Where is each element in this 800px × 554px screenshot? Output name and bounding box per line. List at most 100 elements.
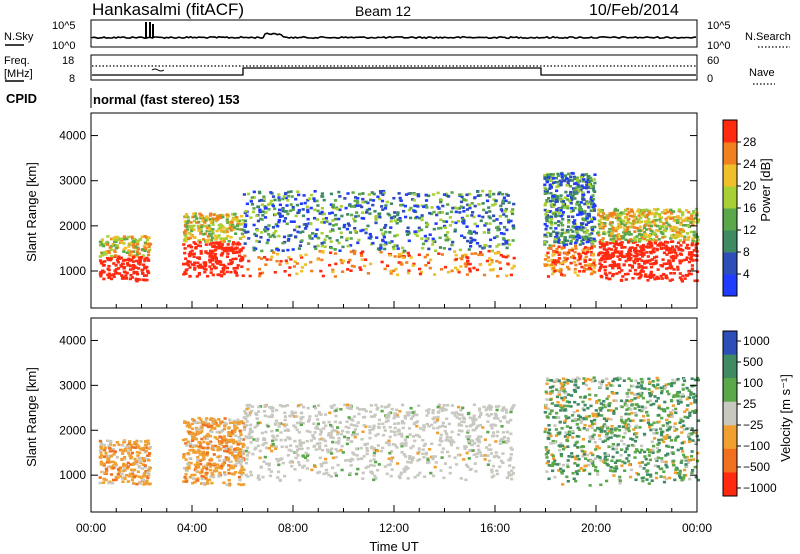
data-cell (408, 433, 412, 436)
data-cell (552, 181, 556, 184)
data-cell (232, 218, 236, 221)
data-cell (601, 212, 606, 215)
data-cell (631, 419, 635, 422)
data-cell (131, 446, 135, 449)
data-cell (553, 424, 557, 427)
data-cell (605, 243, 609, 246)
data-cell (277, 212, 281, 215)
data-cell (651, 448, 655, 452)
data-cell (502, 232, 506, 236)
data-cell (130, 451, 134, 455)
data-cell (544, 188, 548, 191)
data-cell (210, 472, 214, 475)
data-cell (590, 246, 594, 250)
data-cell (560, 389, 564, 392)
data-cell (645, 228, 649, 231)
data-cell (693, 235, 697, 239)
data-cell (271, 203, 275, 206)
data-cell (329, 251, 333, 254)
data-cell (561, 463, 566, 467)
data-cell (275, 408, 279, 412)
data-cell (346, 261, 351, 264)
data-cell (355, 433, 359, 436)
data-cell (192, 434, 197, 437)
data-cell (121, 480, 125, 483)
data-cell (270, 255, 274, 259)
data-cell (506, 439, 511, 443)
data-cell (396, 462, 400, 465)
data-cell (472, 416, 476, 419)
data-cell (545, 189, 549, 193)
data-cell (270, 413, 274, 417)
data-cell (490, 203, 495, 207)
data-cell (613, 264, 617, 268)
data-cell (184, 214, 188, 218)
data-cell (560, 261, 564, 265)
data-cell (463, 236, 467, 239)
data-cell (386, 264, 390, 268)
data-cell (684, 224, 688, 227)
data-cell (292, 220, 296, 223)
data-cell (225, 270, 229, 274)
data-cell (662, 262, 666, 266)
data-cell (434, 461, 438, 464)
data-cell (506, 218, 510, 222)
data-cell (543, 183, 547, 187)
data-cell (483, 224, 487, 227)
data-cell (331, 440, 335, 444)
data-cell (243, 225, 248, 228)
data-cell (102, 464, 106, 467)
data-cell (483, 458, 487, 461)
data-cell (426, 223, 430, 226)
data-cell (333, 199, 338, 202)
data-cell (100, 238, 104, 242)
data-cell (570, 452, 574, 455)
data-cell (210, 447, 214, 451)
data-cell (230, 451, 234, 454)
data-cell (105, 469, 109, 472)
data-cell (197, 432, 201, 435)
data-cell (670, 266, 674, 270)
data-cell (308, 430, 312, 434)
data-cell (381, 238, 385, 242)
data-cell (129, 454, 133, 457)
data-cell (112, 444, 116, 447)
data-cell (184, 269, 188, 272)
data-cell (586, 178, 590, 181)
data-cell (413, 193, 417, 196)
data-cell (690, 215, 694, 218)
data-cell (622, 234, 626, 238)
data-cell (676, 246, 680, 249)
data-cell (142, 483, 146, 486)
data-cell (683, 235, 687, 239)
data-cell (643, 220, 648, 223)
data-cell (694, 240, 698, 243)
data-cell (322, 472, 326, 476)
power-colorbar-segment (723, 274, 737, 297)
data-cell (409, 216, 413, 220)
data-cell (448, 466, 452, 469)
data-cell (641, 396, 645, 400)
data-cell (433, 273, 437, 276)
data-cell (361, 471, 365, 475)
data-cell (216, 241, 220, 245)
data-cell (473, 196, 477, 199)
data-cell (591, 462, 595, 465)
data-cell (552, 264, 556, 268)
data-cell (274, 438, 278, 441)
data-cell (662, 440, 666, 444)
data-cell (123, 270, 127, 274)
data-cell (415, 215, 419, 219)
data-cell (569, 261, 573, 265)
data-cell (286, 429, 291, 432)
data-cell (297, 431, 301, 434)
data-cell (205, 424, 209, 427)
data-cell (591, 269, 595, 272)
data-cell (331, 203, 336, 207)
data-cell (244, 473, 248, 477)
data-cell (246, 475, 250, 478)
data-cell (113, 250, 117, 253)
data-cell (124, 446, 128, 449)
data-cell (336, 432, 340, 436)
data-cell (584, 237, 588, 240)
